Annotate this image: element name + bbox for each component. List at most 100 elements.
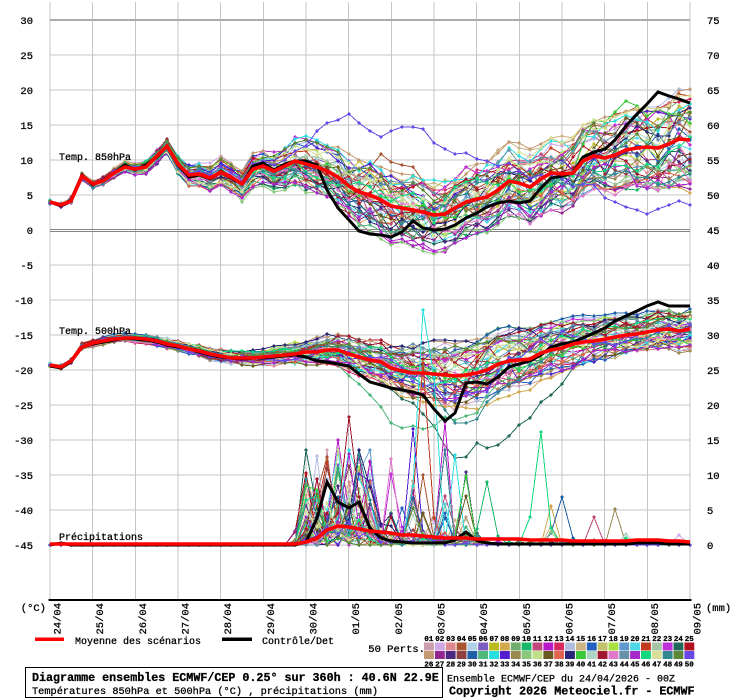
svg-text:15: 15 xyxy=(20,121,33,133)
svg-text:21: 21 xyxy=(641,636,651,644)
svg-text:13: 13 xyxy=(555,636,565,644)
svg-text:55: 55 xyxy=(707,156,720,168)
svg-text:(°C): (°C) xyxy=(21,603,46,615)
svg-text:Temp. 850hPa: Temp. 850hPa xyxy=(59,152,131,164)
svg-text:-10: -10 xyxy=(14,296,33,308)
svg-text:46: 46 xyxy=(641,662,651,670)
svg-text:-15: -15 xyxy=(14,331,33,343)
svg-text:Diagramme ensembles ECMWF/CEP: Diagramme ensembles ECMWF/CEP 0.25° sur … xyxy=(32,671,439,685)
svg-text:10: 10 xyxy=(20,156,33,168)
svg-text:75: 75 xyxy=(707,16,720,28)
svg-text:03: 03 xyxy=(446,636,456,644)
svg-text:49: 49 xyxy=(674,662,684,670)
svg-text:26/04: 26/04 xyxy=(138,603,150,635)
svg-text:30: 30 xyxy=(20,16,33,28)
svg-text:03/05: 03/05 xyxy=(437,603,449,635)
svg-text:39: 39 xyxy=(565,662,575,670)
svg-text:30: 30 xyxy=(707,331,720,343)
svg-text:Moyenne des scénarios: Moyenne des scénarios xyxy=(75,636,201,648)
svg-text:27: 27 xyxy=(435,662,444,670)
svg-text:25: 25 xyxy=(685,636,695,644)
svg-text:45: 45 xyxy=(707,226,720,238)
svg-text:30/04: 30/04 xyxy=(309,603,321,635)
svg-text:17: 17 xyxy=(598,636,607,644)
svg-text:Copyright 2026 Meteociel.fr -: Copyright 2026 Meteociel.fr - ECMWF xyxy=(449,685,694,699)
svg-text:01/05: 01/05 xyxy=(351,603,363,635)
svg-text:50 Perts.: 50 Perts. xyxy=(368,644,425,656)
svg-text:35: 35 xyxy=(522,662,532,670)
svg-text:27/04: 27/04 xyxy=(181,603,193,635)
svg-text:05: 05 xyxy=(468,636,478,644)
svg-text:-25: -25 xyxy=(14,401,33,413)
svg-text:34: 34 xyxy=(511,662,521,670)
svg-text:05/05: 05/05 xyxy=(522,603,534,635)
svg-text:Ensemble ECMWF/CEP du 24/04/20: Ensemble ECMWF/CEP du 24/04/2026 - 00Z xyxy=(447,674,675,686)
svg-text:-5: -5 xyxy=(20,261,33,273)
svg-text:5: 5 xyxy=(27,191,33,203)
svg-text:04: 04 xyxy=(457,636,467,644)
svg-text:15: 15 xyxy=(707,436,720,448)
svg-text:11: 11 xyxy=(533,636,543,644)
svg-text:-20: -20 xyxy=(14,366,33,378)
svg-text:02/05: 02/05 xyxy=(394,603,406,635)
svg-text:19: 19 xyxy=(620,636,630,644)
svg-text:08/05: 08/05 xyxy=(650,603,662,635)
svg-text:25/04: 25/04 xyxy=(95,603,107,635)
svg-text:50: 50 xyxy=(707,191,720,203)
svg-text:47: 47 xyxy=(652,662,661,670)
svg-text:42: 42 xyxy=(598,662,608,670)
svg-text:07/05: 07/05 xyxy=(607,603,619,635)
svg-text:(mm): (mm) xyxy=(706,603,731,615)
svg-text:30: 30 xyxy=(468,662,478,670)
svg-text:18: 18 xyxy=(609,636,619,644)
svg-text:02: 02 xyxy=(435,636,445,644)
svg-text:0: 0 xyxy=(27,226,33,238)
svg-text:12: 12 xyxy=(544,636,554,644)
svg-text:32: 32 xyxy=(489,662,499,670)
svg-text:01: 01 xyxy=(424,636,434,644)
svg-text:28: 28 xyxy=(446,662,456,670)
svg-text:70: 70 xyxy=(707,51,720,63)
svg-text:22: 22 xyxy=(652,636,662,644)
svg-text:29: 29 xyxy=(457,662,467,670)
svg-text:24: 24 xyxy=(674,636,684,644)
svg-text:41: 41 xyxy=(587,662,597,670)
svg-text:06: 06 xyxy=(479,636,489,644)
svg-text:37: 37 xyxy=(544,662,553,670)
svg-text:24/04: 24/04 xyxy=(53,603,65,635)
svg-text:33: 33 xyxy=(500,662,510,670)
svg-text:04/05: 04/05 xyxy=(479,603,491,635)
svg-text:15: 15 xyxy=(576,636,586,644)
svg-text:40: 40 xyxy=(576,662,586,670)
svg-text:08: 08 xyxy=(500,636,510,644)
svg-text:-35: -35 xyxy=(14,471,33,483)
svg-text:0: 0 xyxy=(707,541,713,553)
svg-text:23: 23 xyxy=(663,636,673,644)
svg-text:44: 44 xyxy=(620,662,630,670)
svg-text:Contrôle/Det: Contrôle/Det xyxy=(262,636,334,648)
svg-text:10: 10 xyxy=(522,636,532,644)
svg-text:-45: -45 xyxy=(14,541,33,553)
svg-text:45: 45 xyxy=(630,662,640,670)
svg-text:35: 35 xyxy=(707,296,720,308)
svg-text:07: 07 xyxy=(489,636,498,644)
svg-text:29/04: 29/04 xyxy=(266,603,278,635)
svg-text:5: 5 xyxy=(707,506,713,518)
svg-text:-40: -40 xyxy=(14,506,33,518)
svg-text:20: 20 xyxy=(707,401,720,413)
svg-text:Précipitations: Précipitations xyxy=(59,532,143,544)
svg-text:06/05: 06/05 xyxy=(565,603,577,635)
svg-text:16: 16 xyxy=(587,636,597,644)
svg-text:36: 36 xyxy=(533,662,543,670)
svg-text:38: 38 xyxy=(555,662,565,670)
svg-text:-30: -30 xyxy=(14,436,33,448)
svg-text:20: 20 xyxy=(20,86,33,98)
svg-text:50: 50 xyxy=(685,662,695,670)
svg-text:26: 26 xyxy=(424,662,434,670)
svg-text:Temp. 500hPa: Temp. 500hPa xyxy=(59,326,131,338)
svg-text:09/05: 09/05 xyxy=(693,603,705,635)
svg-text:40: 40 xyxy=(707,261,720,273)
svg-text:28/04: 28/04 xyxy=(223,603,235,635)
svg-text:25: 25 xyxy=(20,51,33,63)
svg-text:48: 48 xyxy=(663,662,673,670)
